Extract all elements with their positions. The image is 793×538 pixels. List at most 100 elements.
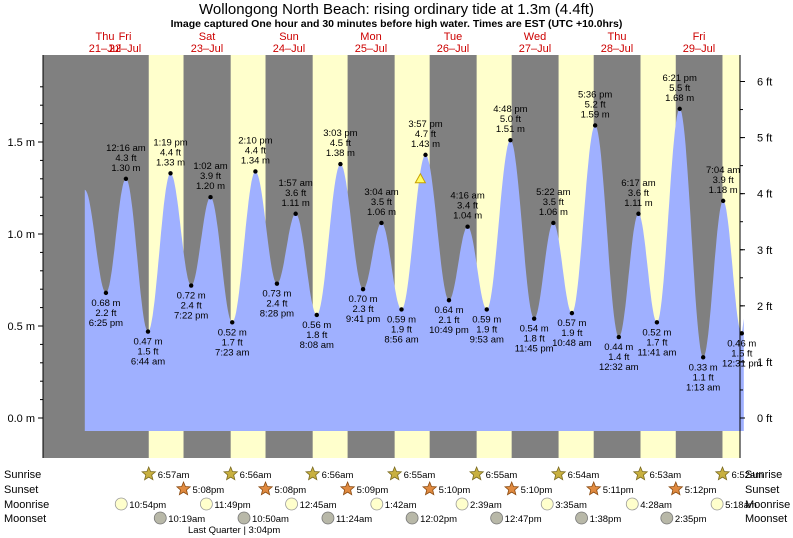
low-tide-dot [399,307,404,312]
row-label-right: Moonrise [745,499,790,511]
low-tide-dot [360,287,366,292]
moonset-icon [237,511,251,525]
row-label-right: Moonset [745,513,787,525]
day-name: Sat [199,31,216,43]
current-level-marker [414,172,427,184]
low-tide-metres: 0.52 m [218,327,247,338]
high-tide-time: 2:10 pm [238,135,272,146]
day-labels: Thu21–JulFri22–JulSat23–JulSun24–JulMon2… [89,31,715,55]
sunset-icon [585,480,602,496]
moonset-icon [575,511,588,525]
low-tide-time: 6:44 am [131,357,165,368]
high-tide-dot [551,220,556,226]
moonset-time: 1:38pm [590,514,622,525]
high-tide-metres: 1.38 m [326,148,355,159]
high-tide-time: 6:21 pm [663,73,697,84]
moonrise-icon [114,497,128,511]
day-date: 27–Jul [519,43,551,55]
low-tide-metres: 0.52 m [642,327,671,338]
right-tick-label: 2 ft [757,301,772,313]
high-tide-metres: 1.59 m [581,109,610,120]
sunset-icon [257,480,274,496]
low-tide-time: 9:53 am [470,334,504,345]
chart-subtitle: Image captured One hour and 30 minutes b… [171,18,623,30]
moonset-time: 10:50am [252,514,289,525]
sunrise-time: 6:53am [650,470,682,481]
right-tick-label: 1 ft [757,357,772,369]
high-tide-feet: 4.7 ft [415,129,436,140]
right-tick-label: 3 ft [757,245,772,257]
sunset-icon [668,480,684,496]
day-date: 28–Jul [601,43,633,55]
low-tide-dot [188,283,194,288]
sunrise-icon [141,465,157,481]
high-tide-dot [465,224,470,229]
high-tide-metres: 1.06 m [367,207,396,218]
moonrise-time: 5:18am [725,500,757,511]
sunrise-icon [714,465,731,481]
high-tide-time: 5:22 am [536,187,570,198]
sunset-time: 5:09pm [357,485,389,496]
sun-moon-rows: Sunrise Sunrise Sunset Sunset Moonrise Moonri… [4,465,790,536]
low-tide-dot [654,320,660,325]
high-tide-dot [636,211,641,216]
moonrise-icon [370,497,384,511]
low-tide-feet: 2.4 ft [181,301,202,312]
plot-area [43,55,744,458]
high-tide-time: 3:57 pm [408,119,442,130]
low-tide-metres: 0.64 m [434,305,463,316]
moonrise-time: 3:35am [555,500,587,511]
sunset-icon [339,480,356,496]
moonrise-icon [285,497,298,511]
moonset-time: 12:02pm [420,514,457,525]
moonset-time: 10:19am [168,514,205,525]
low-tide-dot [103,290,109,296]
moonrise-time: 4:28am [640,500,672,511]
moonrise-time: 11:49pm [214,500,250,511]
low-tide-time: 12:32 am [599,362,639,373]
high-tide-feet: 5.0 ft [500,114,521,125]
high-tide-metres: 1.34 m [241,155,270,166]
right-tick-label: 5 ft [757,133,772,145]
day-name: Fri [119,31,132,43]
sunrise-icon [632,465,649,481]
moonset-icon [321,511,335,525]
high-tide-time: 12:16 am [106,143,146,154]
high-tide-dot [208,195,213,200]
moon-phase: Last Quarter | 3:04pm [188,525,280,536]
sunrise-time: 6:55am [486,470,518,481]
high-tide-feet: 4.4 ft [245,145,266,156]
low-tide-time: 8:28 pm [260,309,294,320]
chart-title: Wollongong North Beach: rising ordinary … [199,1,594,18]
low-tide-feet: 1.9 ft [476,324,497,335]
day-date: 21–Jul [89,43,121,55]
day-date: 25–Jul [355,43,387,55]
moonset-time: 11:24am [336,514,372,525]
low-tide-feet: 1.5 ft [731,348,752,359]
left-tick-label: 1.5 m [7,137,35,149]
low-tide-metres: 0.46 m [727,338,756,349]
row-label-left: Sunrise [4,469,41,481]
day-name: Sun [279,31,299,43]
low-tide-time: 7:23 am [215,347,249,358]
right-tick-label: 6 ft [757,77,772,89]
moonrise-time: 12:45am [300,500,337,511]
row-label-right: Sunset [745,484,779,496]
day-date: 29–Jul [683,43,715,55]
low-tide-feet: 1.1 ft [693,372,714,383]
low-tide-feet: 2.1 ft [438,315,459,326]
moonrise-icon [540,497,554,511]
high-tide-metres: 1.11 m [281,198,309,209]
high-tide-time: 4:48 pm [493,104,527,115]
sunset-time: 5:12pm [685,485,717,496]
high-tide-dot [720,198,726,204]
low-tide-feet: 2.3 ft [353,304,374,315]
low-tide-feet: 1.4 ft [608,352,629,363]
high-tide-time: 1:57 am [278,178,312,189]
high-tide-feet: 4.3 ft [115,153,136,164]
high-tide-feet: 5.2 ft [585,99,606,110]
sunset-time: 5:08pm [193,485,225,496]
high-tide-metres: 1.20 m [196,181,225,192]
moonrise-time: 2:39am [470,500,502,511]
